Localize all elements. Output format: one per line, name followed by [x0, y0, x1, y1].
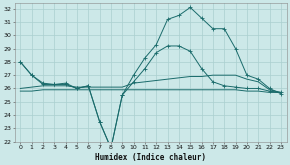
X-axis label: Humidex (Indice chaleur): Humidex (Indice chaleur) — [95, 152, 206, 162]
